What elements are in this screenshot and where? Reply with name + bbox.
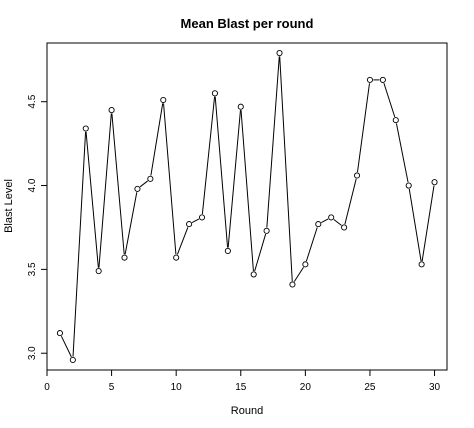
series-segment	[191, 218, 200, 223]
chart-title: Mean Blast per round	[181, 16, 314, 31]
series-segment	[383, 82, 396, 118]
data-point	[198, 214, 206, 221]
data-point	[366, 76, 374, 83]
series-segment	[85, 131, 99, 268]
x-tick-label: 20	[300, 382, 312, 393]
data-point	[250, 271, 257, 278]
series-segment	[60, 335, 72, 358]
data-point	[173, 254, 180, 261]
data-point	[405, 182, 412, 189]
data-point	[211, 90, 218, 97]
y-tick-label: 3.5	[27, 262, 38, 276]
data-point	[315, 221, 322, 228]
data-point	[69, 356, 76, 363]
series-segment	[333, 219, 342, 226]
series-segment	[139, 180, 148, 188]
series-segment	[176, 227, 189, 255]
series-segment	[344, 178, 357, 225]
data-point	[276, 50, 283, 57]
data-point	[56, 330, 63, 337]
data-point	[147, 175, 154, 182]
series-segment	[395, 123, 409, 183]
x-tick-label: 25	[364, 382, 376, 393]
y-tick-label: 4.5	[27, 94, 38, 108]
series-segment	[163, 103, 177, 255]
data-point	[186, 221, 193, 228]
series-segment	[356, 83, 370, 173]
series-segment	[72, 131, 87, 357]
x-tick-label: 15	[235, 382, 247, 393]
series-segment	[150, 103, 164, 176]
data-point	[302, 261, 309, 268]
series-segment	[305, 227, 318, 262]
series-segment	[421, 185, 435, 262]
y-tick-label: 3.0	[27, 346, 38, 360]
x-axis: 0 5 10 15 20 25 30	[44, 369, 441, 393]
series-segment	[293, 266, 304, 282]
y-axis: 3.0 3.5 4.0 4.5	[27, 94, 48, 360]
data-point	[121, 254, 128, 261]
data-point	[95, 268, 102, 275]
data-point	[289, 281, 296, 288]
data-point	[160, 96, 167, 104]
series-segment	[254, 233, 267, 272]
series-segment	[321, 218, 329, 223]
data-point	[224, 247, 231, 254]
series-segment	[227, 110, 241, 248]
data-point	[108, 107, 115, 114]
data-point	[431, 179, 438, 186]
series-segment	[124, 192, 138, 255]
series-segment	[279, 56, 293, 282]
data-point	[341, 224, 348, 231]
y-axis-label: Blast Level	[3, 179, 15, 233]
data-point	[392, 117, 399, 124]
x-tick-label: 30	[429, 382, 441, 393]
y-tick-label: 4.0	[27, 178, 38, 192]
data-point	[237, 103, 244, 110]
x-axis-label: Round	[231, 405, 263, 417]
x-tick-label: 0	[44, 382, 50, 393]
series-segment	[240, 110, 254, 272]
series-segment	[111, 113, 125, 255]
x-tick-label: 5	[109, 382, 115, 393]
series-segment	[214, 96, 229, 248]
series-segment	[201, 96, 216, 215]
data-point	[134, 185, 141, 192]
data-point	[379, 76, 386, 83]
series-segment	[98, 113, 112, 268]
series-layer	[56, 50, 438, 363]
data-point	[82, 125, 89, 132]
data-point	[263, 227, 270, 234]
series-segment	[266, 56, 280, 228]
data-point	[418, 261, 425, 268]
series-segment	[408, 188, 422, 262]
x-tick-label: 10	[171, 382, 183, 393]
data-point	[353, 172, 361, 179]
data-point	[328, 214, 335, 221]
